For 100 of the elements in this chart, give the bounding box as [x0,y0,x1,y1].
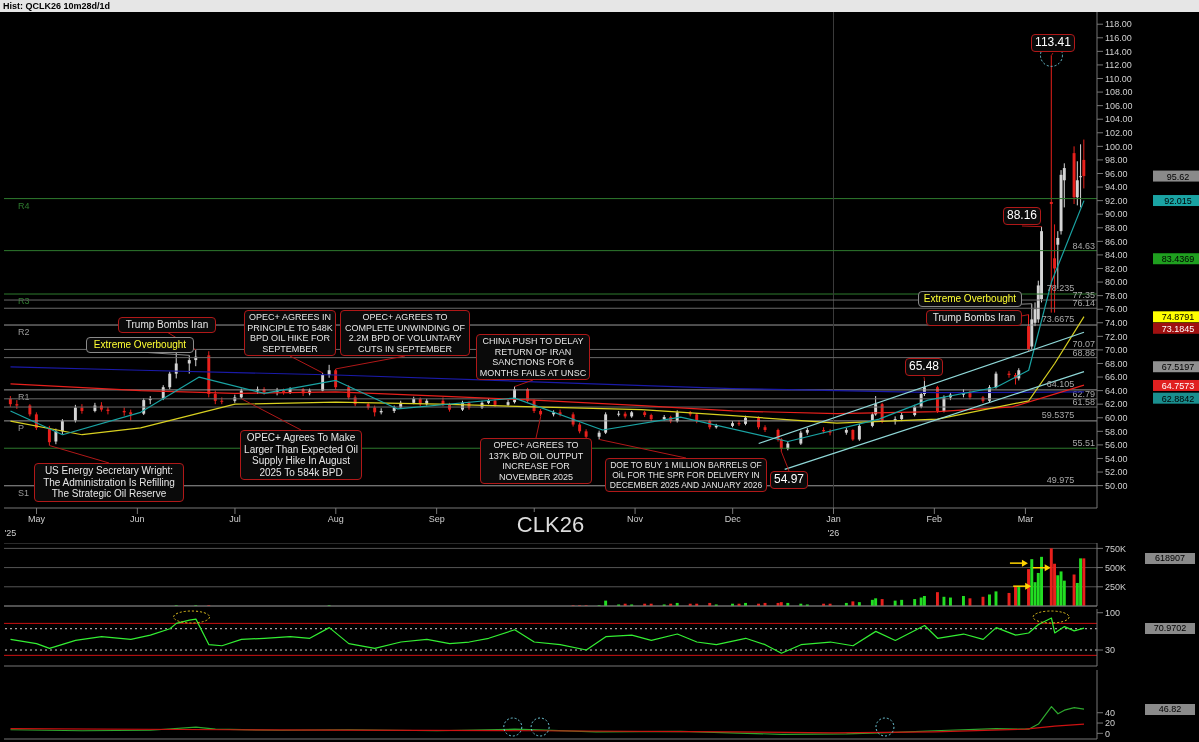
annotation: CHINA PUSH TO DELAY RETURN OF IRAN SANCTIONS FOR 6 MONTHS FAILS AT UNSC [476,334,590,380]
x-tick-label: Dec [724,514,742,525]
ref-line-label: 70.07 [1072,339,1095,350]
y-tick-label: 100.00 [1105,141,1133,152]
y-tick-label: 108.00 [1105,87,1133,98]
ref-line-label: S1 [18,487,30,498]
annotation: 65.48 [905,358,943,376]
y-tick-label: 500K [1105,562,1127,573]
y-tick-label: 90.00 [1105,209,1128,220]
ref-line-label: R4 [18,200,30,211]
y-tick-label: 106.00 [1105,100,1133,111]
x-tick-label: May [28,514,46,525]
y-tick-label: 102.00 [1105,127,1133,138]
y-tick-label: 80.00 [1105,277,1128,288]
y-tick-label: 40 [1105,707,1116,718]
y2-tick-label: 64.7573 [1161,380,1195,391]
ref-line-label: 61.58 [1072,397,1095,408]
annotation: Trump Bombs Iran [926,310,1022,326]
y2-tick-label: 62.8842 [1161,393,1195,404]
y-tick-label: 112.00 [1105,60,1132,71]
ref-line-label: 84.63 [1072,240,1095,251]
annotation: Extreme Overbought [86,337,194,353]
x-tick-label: Jul [229,514,241,525]
y-tick-label: 250K [1105,581,1127,592]
annotation: 88.16 [1003,207,1041,225]
ref-line-label: 76.14 [1072,298,1095,309]
y-tick-label: 110.00 [1105,73,1132,84]
ref-line-label: P [18,422,25,433]
ref-line-label: 62.79 [1072,388,1095,399]
y2-tick-label: 73.1845 [1161,323,1195,334]
y-tick-label: 96.00 [1105,168,1128,179]
y-tick-label: 56.00 [1105,440,1128,451]
text: 70.9702 [1145,622,1195,634]
annotation: 64.105 [1046,378,1075,389]
y-tick-label: 76.00 [1105,304,1128,315]
y-tick-label: 100 [1105,607,1121,618]
annotation: OPEC+ AGREES TO 137K B/D OIL OUTPUT INCREASE FOR NOVEMBER 2025 [480,438,592,484]
annotation: 113.41 [1031,34,1075,52]
annotation: 73.6675 [1041,314,1075,325]
x-tick-label: Aug [327,514,344,525]
y-tick-label: 750K [1105,543,1127,554]
ref-line-label: 55.51 [1072,438,1095,449]
y2-tick-label: 83.4369 [1161,254,1195,265]
annotation: OPEC+ AGREES IN PRINCIPLE TO 548K BPD OIL HIKE FOR SEPTEMBER [244,310,336,356]
y-tick-label: 114.00 [1105,46,1132,57]
ref-line-label: 68.86 [1072,347,1095,358]
y-tick-label: 68.00 [1105,358,1128,369]
annotation: 54.97 [770,471,808,489]
y-tick-label: 62.00 [1105,399,1128,410]
y2-tick-label: 74.8791 [1161,312,1195,323]
annotation: OPEC+ AGREES TO COMPLETE UNWINDING OF 2.2M BPD OF VOLUNTARY CUTS IN SEPTEMBER [340,310,470,356]
y-tick-label: 58.00 [1105,426,1128,437]
y-tick-label: 66.00 [1105,372,1128,383]
y-tick-label: 116.00 [1105,32,1132,43]
ref-line-label: R2 [18,327,30,338]
y2-tick-label: 92.015 [1164,196,1192,207]
y-tick-label: 94.00 [1105,182,1128,193]
y-tick-label: 30 [1105,645,1116,656]
text: CLK26 [512,512,589,538]
annotation: 49.975 [1046,474,1075,485]
x-tick-label: Sep [428,514,445,525]
y2-tick-label: 67.5197 [1161,362,1195,373]
annotation: 59.5375 [1041,409,1075,420]
y-tick-label: 20 [1105,718,1116,729]
y-tick-label: 50.00 [1105,480,1128,491]
y2-tick-label: 95.62 [1166,171,1190,182]
y-tick-label: 60.00 [1105,412,1128,423]
x2-tick-label: '25 [4,528,17,539]
text: 46.82 [1145,703,1195,715]
y-tick-label: 54.00 [1105,453,1128,464]
annotation: OPEC+ Agrees To Make Larger Than Expected Oil Supply Hike In August 2025 To 584k BPD [240,430,362,480]
y-tick-label: 88.00 [1105,222,1128,233]
x-tick-label: Nov [627,514,644,525]
ref-line-label: R1 [18,391,30,402]
y-tick-label: 78.00 [1105,290,1128,301]
y-tick-label: 70.00 [1105,345,1128,356]
x-tick-label: Jun [130,514,145,525]
y-tick-label: 0 [1105,728,1111,739]
annotation: US Energy Secretary Wright: The Administration Is Refilling The Strategic Oil Reserve [34,463,184,502]
annotation: Trump Bombs Iran [118,317,216,333]
text: 618907 [1145,552,1195,564]
y-tick-label: 118.00 [1105,19,1132,30]
annotation: Extreme Overbought [918,291,1022,307]
x-tick-label: Jan [826,514,841,525]
y-tick-label: 72.00 [1105,331,1128,342]
x2-tick-label: '26 [827,528,840,539]
y-tick-label: 104.00 [1105,114,1133,125]
y-tick-label: 52.00 [1105,467,1128,478]
y-tick-label: 98.00 [1105,155,1128,166]
ref-line-label: R3 [18,296,30,307]
x-tick-label: Mar [1017,514,1034,525]
y-tick-label: 84.00 [1105,250,1128,261]
y-tick-label: 86.00 [1105,236,1128,247]
y-tick-label: 74.00 [1105,317,1128,328]
chart-title: Hist: QCLK26 10m28d/1d [0,0,1199,12]
annotation: DOE TO BUY 1 MILLION BARRELS OF OiL FOR THE SPR FOR DELIVERY IN DECEMBER 2025 AND JANUARY 2026 [605,458,767,492]
y-tick-label: 92.00 [1105,195,1128,206]
x-tick-label: Feb [926,514,943,525]
y-tick-label: 82.00 [1105,263,1128,274]
y-tick-label: 64.00 [1105,385,1128,396]
